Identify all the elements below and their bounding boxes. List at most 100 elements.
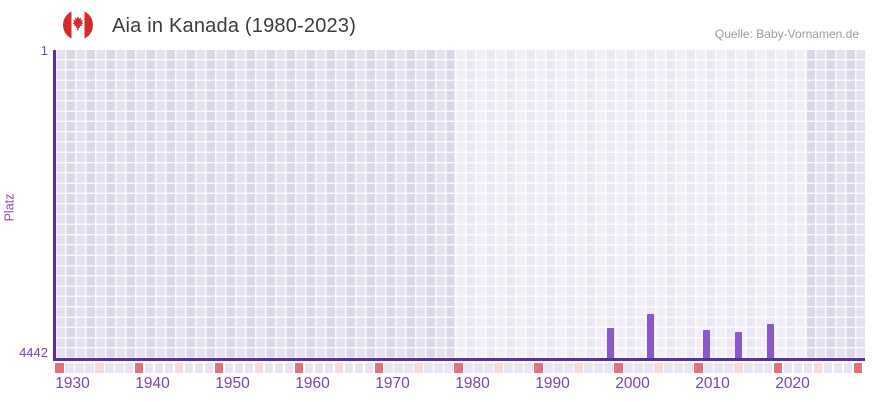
ribbon-cell [624, 363, 633, 373]
ribbon-cell [474, 363, 483, 373]
chart-title: Aia in Kanada (1980-2023) [112, 15, 357, 37]
ribbon-cell [194, 363, 204, 373]
bar-2009 [703, 330, 711, 359]
ribbon-cell-decade [534, 363, 543, 373]
ribbon-cell-decade [694, 363, 703, 373]
x-tick-label: 1980 [455, 375, 490, 392]
ribbon-cell [354, 363, 364, 373]
ribbon-cell [184, 363, 194, 373]
ribbon-cell [753, 363, 763, 373]
ribbon-cell [284, 363, 294, 373]
ribbon-cell [74, 363, 84, 373]
ribbon-cell-half-decade [733, 363, 743, 373]
y-tick-top: 1 [40, 43, 48, 58]
ribbon-cell [224, 363, 234, 373]
ribbon-cell [264, 363, 274, 373]
ribbon-cell [424, 363, 434, 373]
x-tick-labels: 1930 1940 1950 1960 1970 1980 1990 2000 2010 2020 [55, 375, 865, 397]
plot-area [55, 50, 865, 359]
ribbon-cell [104, 363, 114, 373]
timeline-ribbon [55, 363, 865, 373]
ribbon-cell-half-decade [254, 363, 264, 373]
ribbon-cell [783, 363, 793, 373]
ribbon-cell [404, 363, 414, 373]
ribbon-cell [803, 363, 813, 373]
x-tick-label: 1960 [295, 375, 330, 392]
bars-layer [55, 50, 865, 359]
ribbon-cell-decade [454, 363, 463, 373]
ribbon-cell [564, 363, 573, 373]
ribbon-cell [344, 363, 354, 373]
ribbon-cell-decade [214, 363, 224, 373]
ribbon-cell [514, 363, 523, 373]
ribbon-cell-half-decade [813, 363, 823, 373]
ribbon-cell [154, 363, 164, 373]
ribbon-cell [634, 363, 643, 373]
x-tick-label: 2010 [695, 375, 730, 392]
x-tick-label: 1990 [535, 375, 570, 392]
ribbon-cell-half-decade [574, 363, 583, 373]
ribbon-cell [793, 363, 803, 373]
ribbon-cell-half-decade [414, 363, 424, 373]
ribbon-cell [114, 363, 124, 373]
ribbon-cell [64, 363, 74, 373]
ribbon-cell [324, 363, 334, 373]
ribbon-cell [594, 363, 603, 373]
ribbon-cell-half-decade [334, 363, 344, 373]
ribbon-cell [843, 363, 853, 373]
ribbon-cell [823, 363, 833, 373]
ribbon-cell [384, 363, 394, 373]
bar-1997 [607, 327, 615, 359]
ribbon-cell [434, 363, 443, 373]
x-tick-label: 1950 [215, 375, 250, 392]
ribbon-cell [314, 363, 324, 373]
bar-2002 [647, 314, 655, 359]
ribbon-cell [364, 363, 374, 373]
ribbon-cell [584, 363, 593, 373]
ribbon-cell [833, 363, 843, 373]
x-axis-line [53, 358, 865, 361]
x-tick-label: 2000 [615, 375, 650, 392]
ribbon-cell [304, 363, 314, 373]
y-tick-bottom: 4442 [19, 345, 48, 360]
ribbon-cell [644, 363, 653, 373]
ribbon-cell [554, 363, 563, 373]
y-axis-title: Platz [2, 193, 17, 222]
ribbon-cell [504, 363, 513, 373]
ribbon-cell [723, 363, 733, 373]
active-period-highlight [454, 50, 807, 359]
y-axis-line [53, 50, 56, 361]
ribbon-cell [763, 363, 773, 373]
ribbon-cell [234, 363, 244, 373]
ribbon-cell [84, 363, 94, 373]
ribbon-cell [124, 363, 134, 373]
ribbon-cell [144, 363, 154, 373]
ribbon-cell-half-decade [654, 363, 663, 373]
ribbon-cell [394, 363, 404, 373]
ribbon-cell-half-decade [494, 363, 503, 373]
ribbon-cell [713, 363, 723, 373]
ribbon-cell [703, 363, 713, 373]
ribbon-cell [274, 363, 284, 373]
ribbon-cell-decade [853, 363, 863, 373]
ribbon-cell [604, 363, 613, 373]
ribbon-cell [524, 363, 533, 373]
ribbon-cell [743, 363, 753, 373]
ribbon-cell [544, 363, 553, 373]
ribbon-cell-decade [614, 363, 623, 373]
ribbon-cell-decade [294, 363, 304, 373]
ribbon-cell-decade [374, 363, 384, 373]
bar-2013 [735, 332, 743, 359]
bar-2017 [767, 324, 775, 359]
ribbon-cell [204, 363, 214, 373]
ribbon-cell [464, 363, 473, 373]
ribbon-cell [664, 363, 673, 373]
ribbon-cell [444, 363, 453, 373]
ribbon-cell-decade [773, 363, 783, 373]
ribbon-cell [684, 363, 693, 373]
x-tick-label: 1930 [55, 375, 90, 392]
ribbon-cell-half-decade [94, 363, 104, 373]
canada-flag-icon [63, 10, 93, 40]
ribbon-cell [674, 363, 683, 373]
